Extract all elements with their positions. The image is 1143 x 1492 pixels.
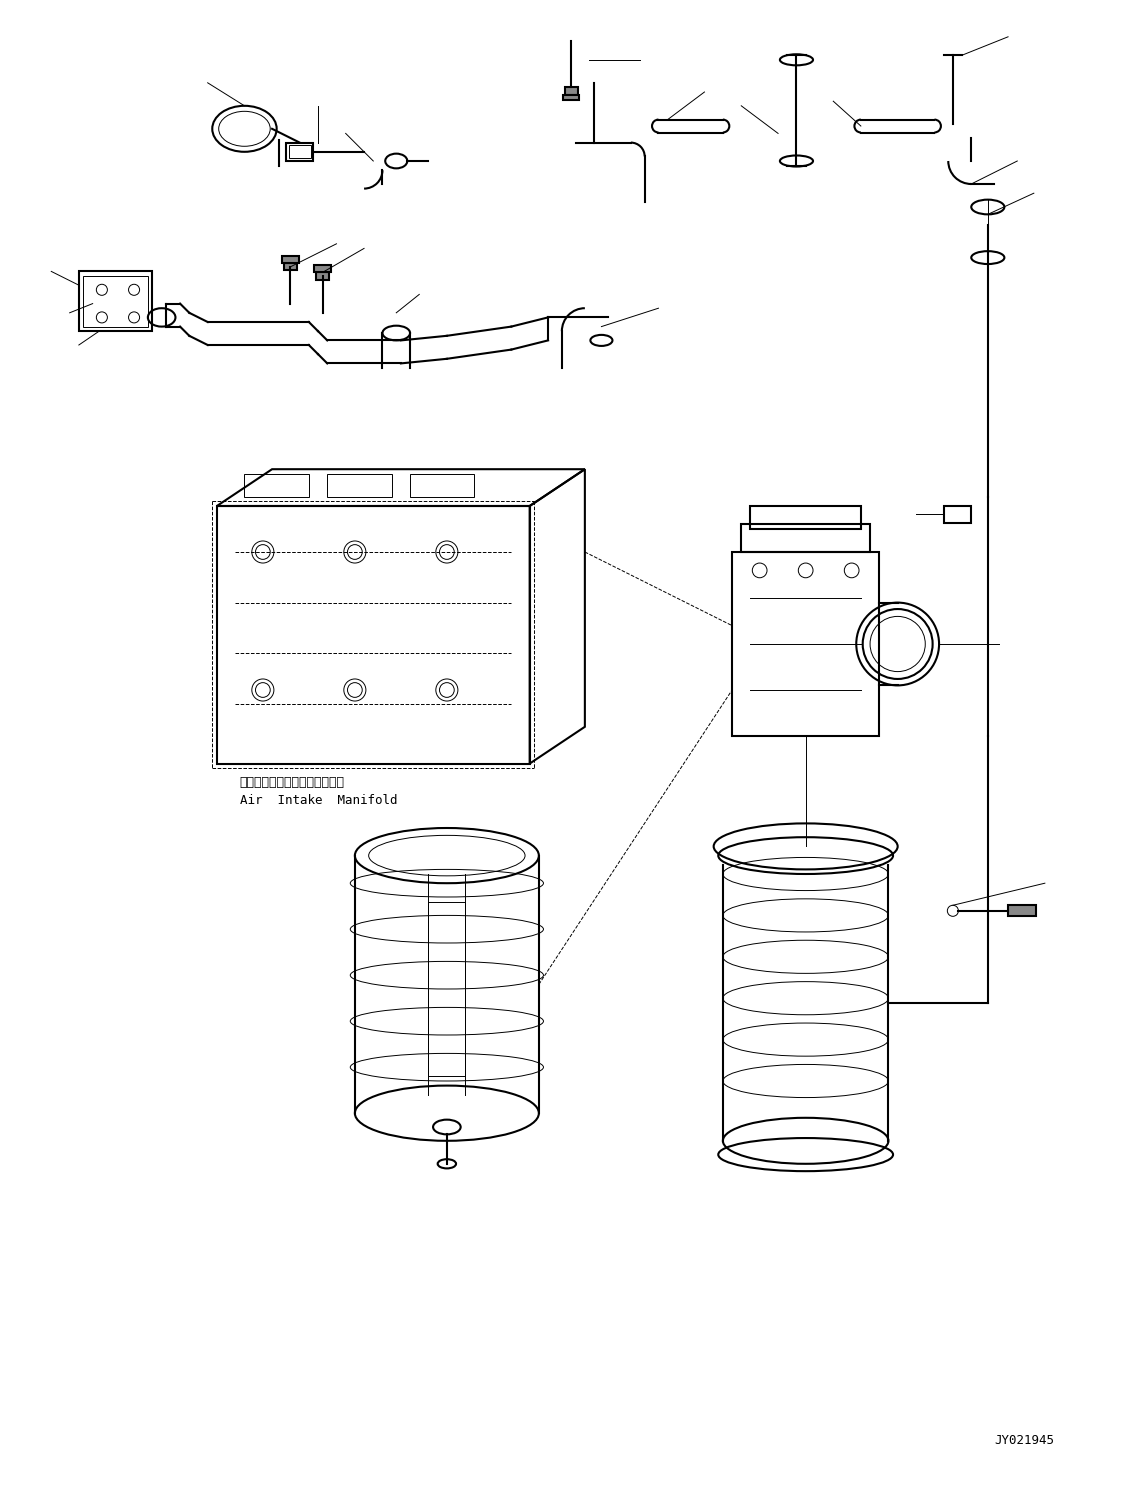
- Bar: [410, 474, 474, 497]
- Bar: [289, 145, 311, 158]
- Bar: [565, 88, 577, 95]
- Bar: [732, 552, 879, 736]
- Bar: [317, 273, 329, 279]
- Bar: [429, 901, 465, 1076]
- Bar: [944, 506, 972, 522]
- Bar: [286, 143, 313, 161]
- Bar: [314, 266, 331, 273]
- Text: JY021945: JY021945: [994, 1434, 1054, 1447]
- Bar: [751, 506, 861, 530]
- Bar: [742, 524, 870, 552]
- Bar: [79, 272, 152, 331]
- Bar: [1008, 906, 1036, 916]
- Text: Air  Intake  Manifold: Air Intake Manifold: [240, 794, 398, 807]
- Bar: [283, 263, 297, 270]
- Bar: [282, 255, 298, 263]
- Bar: [327, 474, 392, 497]
- Text: エアーインテークマニホールド: エアーインテークマニホールド: [240, 776, 345, 788]
- Bar: [562, 95, 580, 100]
- Bar: [245, 474, 309, 497]
- Bar: [83, 276, 147, 327]
